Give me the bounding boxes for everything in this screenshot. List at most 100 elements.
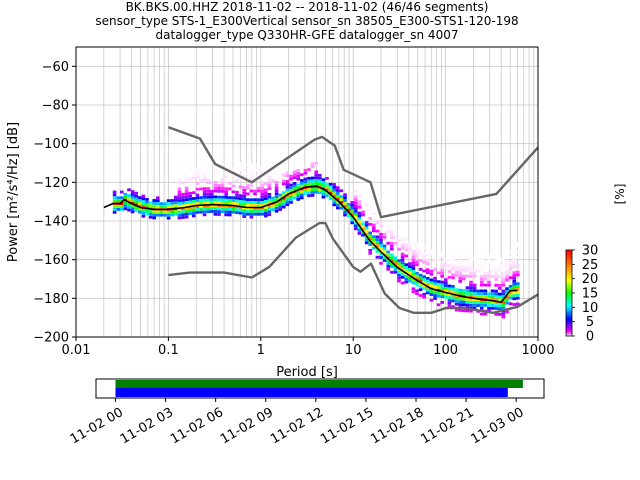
psd-cell <box>404 237 408 240</box>
psd-cell <box>174 213 178 216</box>
psd-cell <box>411 270 416 273</box>
psd-cell <box>314 170 318 174</box>
psd-cell <box>127 202 131 206</box>
psd-cell <box>285 197 290 201</box>
psd-cell <box>138 210 142 214</box>
psd-cell <box>235 199 239 203</box>
psd-cell <box>152 213 156 217</box>
psd-cell <box>368 251 372 255</box>
psd-cell <box>170 213 174 217</box>
psd-cell <box>436 283 441 286</box>
psd-cell <box>285 203 290 207</box>
psd-cell <box>512 294 516 298</box>
psd-cell <box>213 189 218 193</box>
psd-cell <box>177 193 182 197</box>
psd-cell <box>512 282 516 286</box>
psd-cell <box>181 201 185 205</box>
psd-cell <box>138 196 142 199</box>
psd-cell <box>181 204 185 208</box>
psd-cell <box>498 266 502 270</box>
psd-cell <box>350 204 354 207</box>
psd-cell <box>184 178 189 181</box>
psd-cell <box>436 257 441 260</box>
y-axis: −200 −180 −160 −140 −120 −100 −80 −60 <box>33 60 76 346</box>
psd-cell <box>415 263 419 267</box>
psd-cell <box>465 309 470 313</box>
psd-cell <box>494 292 498 296</box>
psd-cell <box>415 243 419 246</box>
psd-cell <box>408 262 412 266</box>
psd-cell <box>422 278 426 282</box>
psd-cell <box>480 263 484 267</box>
psd-cell <box>404 280 408 284</box>
psd-cell <box>267 175 272 179</box>
psd-cell <box>220 178 225 182</box>
psd-cell <box>278 205 282 208</box>
psd-cell <box>249 169 254 173</box>
psd-cell <box>249 204 254 207</box>
psd-cell <box>224 193 228 196</box>
psd-cell <box>267 213 272 217</box>
psd-cell <box>354 189 358 193</box>
psd-cell <box>296 195 300 198</box>
psd-cell <box>379 241 383 245</box>
psd-cell <box>177 213 182 217</box>
psd-cell <box>498 284 502 287</box>
psd-cell <box>372 226 376 230</box>
psd-cell <box>130 207 135 211</box>
psd-cell <box>253 204 257 207</box>
psd-cell <box>242 212 246 215</box>
psd-cell <box>224 161 228 164</box>
psd-cell <box>332 188 336 192</box>
psd-cell <box>170 210 174 214</box>
psd-cell <box>296 183 300 187</box>
psd-cell <box>228 167 232 170</box>
psd-cell <box>451 264 455 268</box>
psd-cell <box>472 269 477 272</box>
psd-cell <box>188 212 192 215</box>
psd-cell <box>476 269 480 273</box>
psd-cell <box>426 271 430 274</box>
psd-cell <box>238 194 243 198</box>
psd-cell <box>505 287 509 291</box>
psd-cell <box>487 292 491 296</box>
psd-cell <box>364 224 369 227</box>
psd-cell <box>393 259 398 263</box>
psd-cell <box>436 303 441 307</box>
psd-cell <box>192 200 196 203</box>
psd-cell <box>440 295 444 298</box>
psd-cell <box>249 163 254 167</box>
psd-cell <box>422 275 426 279</box>
psd-cell <box>418 279 423 283</box>
psd-cell <box>393 230 398 234</box>
psd-cell <box>253 169 257 173</box>
psd-cell <box>289 174 293 178</box>
psd-cell <box>361 228 365 231</box>
psd-cell <box>202 213 207 217</box>
colorbar-tick-label: 15 <box>582 287 599 302</box>
psd-cell <box>494 269 498 273</box>
psd-cell <box>490 295 495 299</box>
psd-cell <box>253 163 257 167</box>
psd-cell <box>379 235 383 239</box>
colorbar-tick-label: 30 <box>582 244 599 259</box>
psd-cell <box>447 296 452 299</box>
psd-cell <box>483 301 488 304</box>
psd-cell <box>217 187 221 190</box>
psd-cell <box>404 243 408 246</box>
psd-cell <box>192 165 196 168</box>
psd-cell <box>346 203 351 206</box>
psd-cell <box>228 210 232 214</box>
psd-cell <box>195 196 200 200</box>
psd-cell <box>127 197 131 200</box>
psd-cell <box>289 198 293 201</box>
psd-cell <box>429 290 434 293</box>
psd-cell <box>141 194 146 198</box>
psd-cell <box>393 270 398 274</box>
psd-cell <box>444 292 448 296</box>
psd-cell <box>217 198 221 202</box>
psd-cell <box>130 196 135 199</box>
psd-cell <box>508 264 513 268</box>
psd-cell <box>231 190 236 194</box>
